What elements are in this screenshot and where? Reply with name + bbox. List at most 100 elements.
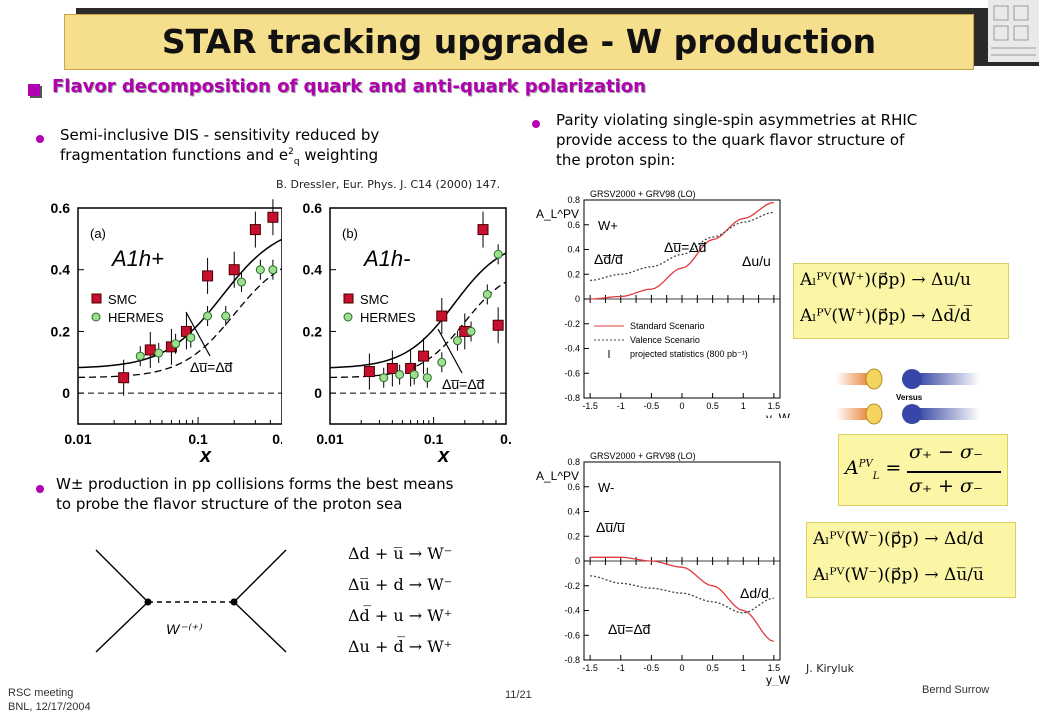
theory-curve <box>329 252 507 369</box>
x-tick-label: 1 <box>741 401 746 411</box>
corner-decoration-icon <box>988 0 1039 62</box>
hermes-point <box>268 265 278 275</box>
annotation: Δu/u <box>742 253 771 269</box>
fraction-bar <box>907 471 1001 473</box>
legend-valence-label: Valence Scenario <box>630 335 700 345</box>
hermes-point <box>466 326 476 336</box>
x-axis-label: x <box>437 445 450 464</box>
left-bullet-2-line1: W± production in pp collisions forms the… <box>56 475 454 493</box>
footer-left: RSC meeting BNL, 12/17/2004 <box>8 686 91 714</box>
y-tick-label: 0 <box>575 556 580 566</box>
chart-title: GRSV2000 + GRV98 (LO) <box>590 451 696 461</box>
formula-w-minus-1: Aₗᴾⱽ(W⁻)(p⃗p) → Δd/d <box>813 529 984 549</box>
x-tick-label: 0.1 <box>424 431 444 447</box>
w-label: W+ <box>598 218 618 233</box>
smc-point <box>436 310 448 322</box>
slide-title: STAR tracking upgrade - W production <box>161 22 877 61</box>
credit: J. Kiryluk <box>806 662 854 675</box>
legend-smc-label: SMC <box>360 292 389 307</box>
y-axis-label: A1h- <box>362 246 410 271</box>
vertex <box>144 598 152 606</box>
x-tick-label: 0.01 <box>316 431 343 447</box>
asym-denominator: σ₊ + σ₋ <box>909 475 983 497</box>
x-axis-label: x <box>199 445 212 464</box>
reaction-4: Δu + d̅ → W⁺ <box>348 637 453 656</box>
y-tick-label: 0.6 <box>567 220 580 230</box>
x-tick-label: 0.01 <box>64 431 91 447</box>
right-bullet-line1: Parity violating single-spin asymmetries… <box>556 111 918 129</box>
y-tick-label: 0.2 <box>567 531 580 541</box>
annotation-arrow <box>437 328 463 374</box>
standard-scenario-curve <box>590 201 774 300</box>
x-tick-label: 0.5 <box>706 401 719 411</box>
y-tick-label: 0.4 <box>51 262 71 278</box>
bullet-icon <box>36 485 44 493</box>
x-axis-label: y_W <box>766 673 791 686</box>
y-axis-label: A1h+ <box>110 246 164 271</box>
asym-lhs: APVL = <box>845 457 902 482</box>
x-tick-label: 0. <box>500 431 512 447</box>
hermes-point <box>482 289 492 299</box>
legend-hermes-label: HERMES <box>108 310 164 325</box>
hermes-point <box>379 373 389 383</box>
y-tick-label: -0.6 <box>564 368 580 378</box>
superscript: 2 <box>288 147 294 157</box>
asym-l: L <box>872 470 880 482</box>
line2-part-a: fragmentation functions and e <box>60 146 289 164</box>
y-tick-label: 0 <box>575 294 580 304</box>
x-tick-label: -1.5 <box>582 401 598 411</box>
asym-a: A <box>845 457 859 479</box>
hermes-point <box>154 348 164 358</box>
smc-point <box>144 344 156 356</box>
y-tick-label: -0.6 <box>564 630 580 640</box>
subtitle-bullet-icon <box>28 84 40 96</box>
theory-curve <box>77 238 283 369</box>
hermes-point <box>186 333 196 343</box>
legend-hermes-label: HERMES <box>360 310 416 325</box>
x-tick-label: 1.5 <box>768 401 781 411</box>
y-tick-label: 0.4 <box>303 262 323 278</box>
y-tick-label: 0.2 <box>51 323 71 339</box>
x-tick-label: -0.5 <box>644 663 660 673</box>
smc-point <box>363 366 375 378</box>
annotation: Δd̅/d̅ <box>594 251 624 267</box>
y-tick-label: -0.4 <box>564 606 580 616</box>
x-tick-label: 0.1 <box>188 431 208 447</box>
standard-scenario-curve <box>590 556 775 643</box>
smc-point <box>202 270 214 282</box>
bullet-icon <box>36 135 44 143</box>
formula-w-minus-2: Aₗᴾⱽ(W⁻)(p⃗p) → Δu̅/u̅ <box>813 565 984 585</box>
y-tick-label: 0.4 <box>567 507 580 517</box>
hermes-point <box>493 249 503 259</box>
x-axis-label: y_W <box>766 411 791 418</box>
formula-box-asymmetry: APVL = σ₊ − σ₋ σ₊ + σ₋ <box>838 434 1008 506</box>
smc-point <box>418 350 430 362</box>
hermes-point <box>171 339 181 349</box>
line2-part-b: weighting <box>299 146 379 164</box>
legend-smc-label: SMC <box>108 292 137 307</box>
valence-scenario-curve <box>590 575 774 614</box>
panel-label: (b) <box>342 226 358 241</box>
formula-box-w-minus: Aₗᴾⱽ(W⁻)(p⃗p) → Δd/d Aₗᴾⱽ(W⁻)(p⃗p) → Δu̅… <box>806 522 1016 598</box>
y-tick-label: 0.4 <box>567 245 580 255</box>
valence-scenario-curve <box>590 211 774 282</box>
y-tick-label: 0.6 <box>51 200 71 216</box>
y-tick-label: -0.2 <box>564 581 580 591</box>
hermes-point <box>255 265 265 275</box>
y-tick-label: 0.6 <box>567 482 580 492</box>
hermes-point <box>221 311 231 321</box>
x-tick-label: 0 <box>679 401 684 411</box>
hermes-point <box>395 370 405 380</box>
formula-w-plus-1: Aₗᴾⱽ(W⁺)(p⃗p) → Δu/u <box>800 270 971 290</box>
x-tick-label: 0.5 <box>706 663 719 673</box>
panel-label: (a) <box>90 226 106 241</box>
smc-point <box>228 264 240 276</box>
y-tick-label: -0.2 <box>564 319 580 329</box>
left-bullet-2-line2: to probe the flavor structure of the pro… <box>56 495 403 513</box>
quark-line-in-bottom <box>95 601 149 653</box>
x-tick-label: -1.5 <box>582 663 598 673</box>
right-bullet: Parity violating single-spin asymmetries… <box>556 110 996 170</box>
y-tick-label: -0.8 <box>564 655 580 665</box>
left-bullet-1-line2: fragmentation functions and e2q weightin… <box>60 145 480 167</box>
y-tick-label: 0 <box>314 385 322 401</box>
